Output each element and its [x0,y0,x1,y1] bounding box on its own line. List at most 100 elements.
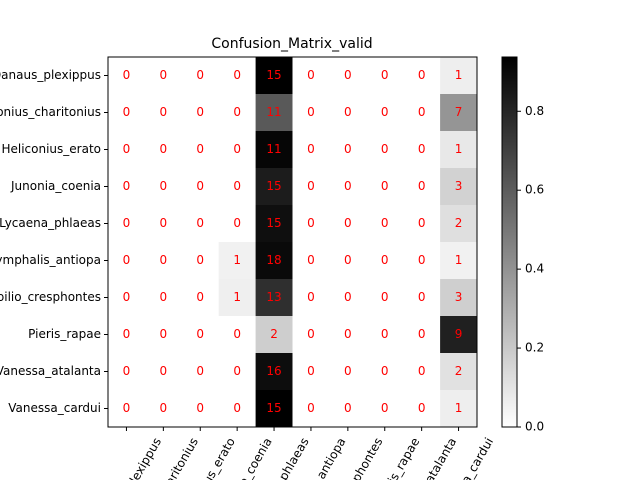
cell [292,205,330,243]
plot-frame [107,56,478,428]
cell [440,168,478,206]
cell-label: 0 [344,216,352,230]
cell-label: 0 [196,327,204,341]
cell-label: 0 [381,253,389,267]
cell [181,168,220,206]
cell-label: 2 [455,216,463,230]
cell [329,168,367,206]
cell [181,205,220,243]
cell [366,390,404,428]
cell [292,242,330,280]
cell-label: 0 [160,290,168,304]
cell [403,94,441,132]
cell-label: 0 [418,216,426,230]
cell-label: 1 [233,290,241,304]
cell-label: 0 [418,253,426,267]
cell-label: 0 [123,253,131,267]
cell [366,205,404,243]
cell [440,205,478,243]
cell-label: 0 [160,105,168,119]
cell [181,353,220,391]
cell [108,353,146,391]
cell-label: 0 [344,142,352,156]
cell [329,94,367,132]
y-tick-label: Nymphalis_antiopa [0,253,101,267]
cell [292,316,330,354]
cell [440,242,478,280]
cell [440,131,478,169]
cell-label: 0 [123,216,131,230]
cell [366,353,404,391]
cell-label: 0 [307,216,315,230]
y-tick-label: Papilio_cresphontes [0,290,101,304]
cell-label: 1 [455,68,463,82]
cell [255,131,293,169]
cell [366,279,404,317]
cell-label: 0 [233,68,241,82]
cell-label: 0 [381,142,389,156]
cell [144,57,183,95]
cell-label: 0 [418,105,426,119]
cell [366,94,404,132]
cell-label: 0 [307,253,315,267]
cell [329,353,367,391]
cell-label: 0 [344,290,352,304]
cell-label: 1 [455,253,463,267]
cell [403,279,441,317]
cell-label: 11 [266,105,281,119]
cell [292,57,330,95]
cell-label: 0 [418,179,426,193]
cell-label: 0 [160,253,168,267]
cell-label: 0 [123,401,131,415]
cell [329,131,367,169]
cell-label: 0 [344,327,352,341]
cell-label: 0 [381,327,389,341]
cell [144,279,183,317]
cell-label: 0 [123,68,131,82]
cell-label: 15 [266,68,281,82]
cell-label: 0 [344,179,352,193]
cell [255,316,293,354]
colorbar-tick-label: 0.6 [525,183,544,197]
cell-label: 0 [307,401,315,415]
cell-label: 0 [123,179,131,193]
cell [144,94,183,132]
cell-label: 0 [381,290,389,304]
cell [440,316,478,354]
cell-label: 0 [307,290,315,304]
cell [255,168,293,206]
cell-label: 0 [160,142,168,156]
cell [218,205,257,243]
cell [255,353,293,391]
cell-label: 2 [455,364,463,378]
cell-label: 0 [418,142,426,156]
cell [366,242,404,280]
cell-label: 0 [196,216,204,230]
cell-label: 0 [160,401,168,415]
cell-label: 0 [123,327,131,341]
cell [218,353,257,391]
cell-label: 1 [455,142,463,156]
cell-label: 0 [123,290,131,304]
cell [403,390,441,428]
cell [108,205,146,243]
cell [108,390,146,428]
chart-title: Confusion_Matrix_valid [211,36,372,52]
cell-label: 15 [266,216,281,230]
cell [144,390,183,428]
cell [403,242,441,280]
cell [144,353,183,391]
cell-label: 0 [160,327,168,341]
cell [108,242,146,280]
cell-label: 0 [381,401,389,415]
cell-label: 0 [233,327,241,341]
cell-label: 0 [233,216,241,230]
cell [440,94,478,132]
cell [403,316,441,354]
cell [255,94,293,132]
cell-label: 1 [455,401,463,415]
cell-label: 0 [160,216,168,230]
cell [218,94,257,132]
cell-label: 0 [233,142,241,156]
